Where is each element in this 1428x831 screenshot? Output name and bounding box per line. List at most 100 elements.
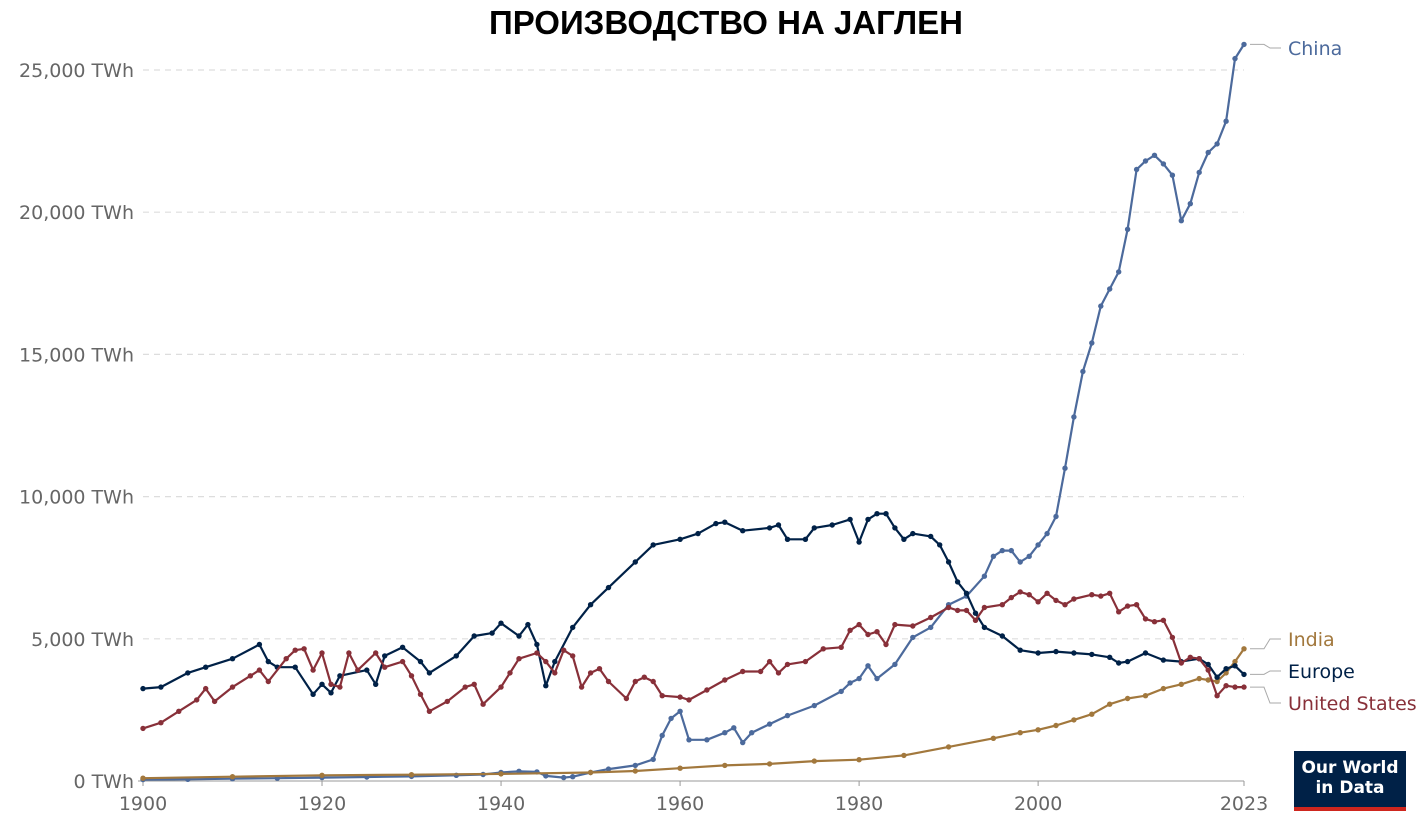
data-point-europe (865, 516, 871, 523)
series-europe (140, 511, 1247, 697)
data-point-united-states (802, 658, 809, 665)
owid-logo[interactable]: Our World in Data (1294, 751, 1406, 811)
data-point-china (981, 573, 988, 579)
data-point-united-states (928, 614, 934, 621)
data-point-united-states (999, 602, 1005, 608)
data-point-europe (140, 685, 146, 692)
data-point-united-states (766, 658, 773, 665)
data-point-india (1178, 681, 1185, 687)
series-china (140, 41, 1247, 783)
data-point-united-states (1053, 597, 1059, 604)
data-point-europe (516, 633, 522, 639)
data-point-europe (426, 670, 433, 676)
data-point-europe (471, 633, 477, 639)
data-point-united-states (1214, 693, 1220, 699)
data-point-europe (1107, 654, 1113, 660)
data-point-united-states (1044, 590, 1050, 596)
data-point-europe (203, 664, 209, 670)
data-point-india (587, 769, 594, 776)
data-point-china (1196, 169, 1202, 176)
data-point-united-states (1142, 616, 1149, 622)
x-tick-label: 1920 (298, 793, 346, 815)
data-point-europe (713, 520, 719, 527)
data-point-united-states (373, 650, 379, 656)
data-point-china (892, 661, 898, 668)
data-point-china (722, 730, 728, 736)
data-point-europe (632, 559, 638, 565)
data-point-europe (570, 624, 576, 631)
data-point-india (901, 752, 907, 759)
data-point-united-states (1107, 590, 1113, 596)
label-connector (1250, 43, 1281, 49)
data-point-united-states (1151, 619, 1158, 625)
data-point-united-states (498, 684, 504, 690)
data-point-europe (534, 641, 540, 648)
grid-lines (143, 69, 1244, 640)
x-tick-label: 1960 (656, 793, 704, 815)
data-point-united-states (1178, 660, 1185, 666)
data-point-europe (740, 528, 746, 534)
x-tick-label: 1940 (477, 793, 525, 815)
data-point-united-states (1241, 684, 1247, 690)
data-point-united-states (740, 668, 746, 675)
data-point-europe (525, 621, 531, 628)
data-point-united-states (632, 678, 638, 685)
y-axis-ticks: 0 TWh 5,000 TWh 10,000 TWh 15,000 TWh 20,000… (19, 60, 134, 793)
data-point-europe (1089, 651, 1095, 658)
data-point-india (1241, 646, 1247, 652)
series-labels: China India Europe United States (1250, 38, 1417, 715)
data-point-china (1098, 303, 1104, 309)
data-point-united-states (704, 687, 710, 693)
x-tick-label: 2023 (1220, 793, 1268, 815)
data-point-united-states (659, 693, 665, 699)
data-point-china (990, 553, 997, 559)
data-point-china (740, 739, 746, 746)
data-point-united-states (265, 678, 271, 685)
data-point-china (1071, 414, 1077, 420)
data-point-china (632, 762, 638, 769)
data-point-europe (498, 620, 504, 626)
data-point-united-states (256, 667, 263, 673)
data-point-europe (856, 539, 862, 545)
data-point-europe (722, 519, 728, 525)
data-point-china (570, 774, 576, 780)
data-point-united-states (1071, 596, 1077, 602)
data-point-united-states (775, 670, 782, 676)
data-point-united-states (319, 650, 325, 656)
data-point-china (1178, 218, 1185, 224)
data-point-united-states (292, 647, 298, 653)
data-point-europe (650, 542, 656, 548)
data-point-europe (963, 590, 970, 596)
data-point-europe (1017, 647, 1023, 653)
data-point-united-states (578, 684, 585, 690)
data-point-china (1205, 149, 1211, 156)
data-point-europe (328, 690, 334, 696)
data-point-china (543, 773, 549, 779)
data-point-united-states (1205, 667, 1211, 673)
data-point-europe (453, 653, 459, 659)
data-point-united-states (158, 720, 164, 726)
data-point-united-states (570, 653, 576, 659)
data-point-europe (229, 656, 236, 662)
data-point-united-states (757, 668, 764, 675)
data-point-europe (587, 602, 594, 608)
data-point-india (722, 762, 728, 769)
data-point-india (229, 774, 236, 780)
data-point-europe (1214, 674, 1220, 680)
data-point-europe (802, 536, 809, 542)
x-tick-label: 1900 (119, 793, 167, 815)
data-point-india (498, 771, 504, 777)
data-point-china (910, 634, 916, 641)
data-point-china (811, 702, 817, 709)
label-connector (1250, 686, 1281, 704)
data-point-europe (1124, 658, 1131, 665)
data-point-india (990, 735, 997, 741)
data-point-united-states (355, 667, 361, 673)
data-point-india (811, 758, 817, 764)
data-point-europe (766, 525, 773, 531)
data-point-china (561, 774, 567, 781)
data-point-united-states (382, 664, 388, 670)
data-point-united-states (972, 617, 979, 623)
data-point-europe (677, 536, 683, 542)
data-point-united-states (140, 725, 146, 732)
